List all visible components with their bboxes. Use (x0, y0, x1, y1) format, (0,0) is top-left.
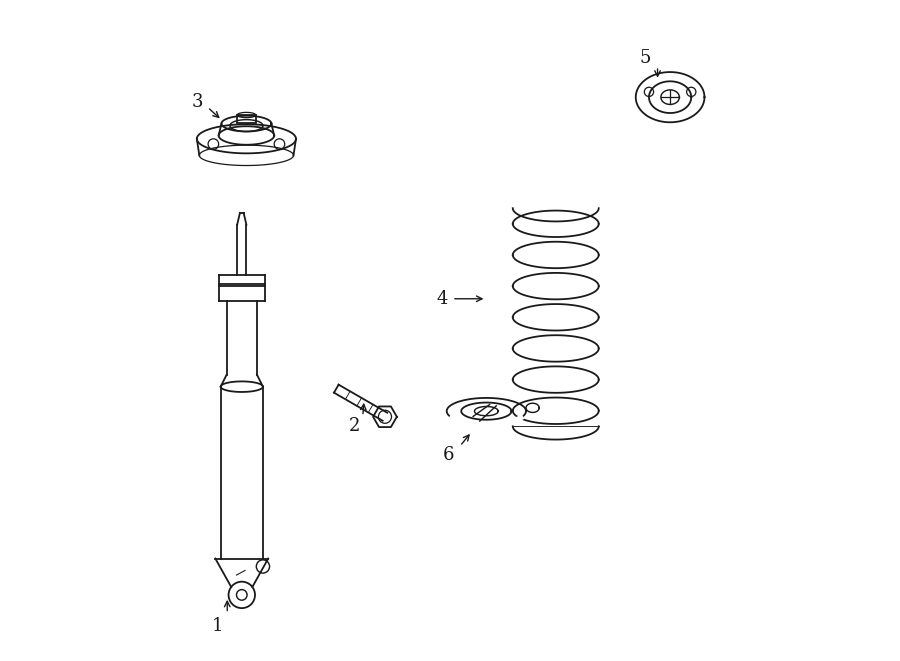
Text: 6: 6 (443, 446, 454, 464)
Text: 2: 2 (348, 417, 360, 436)
Bar (238, 115, 256, 123)
Text: 5: 5 (639, 48, 651, 67)
Text: 1: 1 (212, 617, 223, 635)
Text: 3: 3 (192, 93, 203, 112)
Text: 4: 4 (436, 290, 448, 308)
